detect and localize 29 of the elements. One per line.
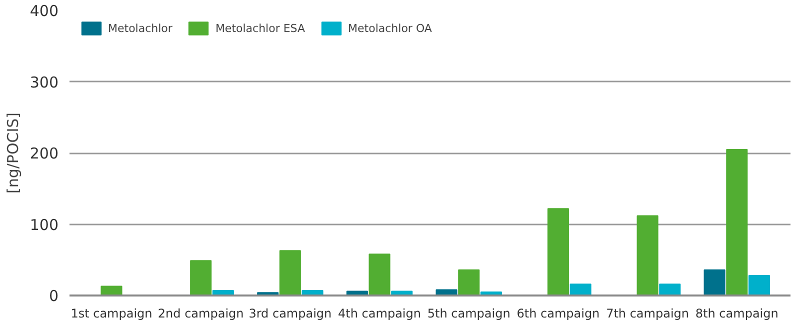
x-tick-label: 1st campaign [70, 306, 152, 320]
y-tick-label: 0 [48, 287, 59, 305]
x-tick-label: 8th campaign [695, 306, 778, 320]
x-tick-label: 5th campaign [427, 306, 510, 320]
legend-label: Metolachlor [108, 22, 172, 34]
x-tick-label: 4th campaign [338, 306, 421, 320]
x-tick-label: 3rd campaign [248, 306, 332, 320]
bar [368, 254, 390, 296]
y-axis-title: [ng/POCIS] [4, 112, 22, 194]
bar [279, 250, 301, 296]
y-tick-label: 300 [30, 73, 59, 92]
bar [748, 275, 770, 296]
bar [704, 269, 726, 296]
y-tick-label: 100 [30, 216, 59, 234]
bar [659, 284, 681, 296]
bar [100, 286, 122, 296]
x-tick-label: 6th campaign [516, 306, 600, 320]
x-tick-label: 2nd campaign [158, 306, 244, 320]
bar [570, 284, 592, 296]
legend-label: Metolachlor OA [348, 22, 432, 34]
y-tick-label: 400 [30, 2, 59, 20]
bar [547, 208, 569, 296]
bar [636, 215, 658, 296]
legend-label: Metolachlor ESA [215, 22, 306, 34]
y-tick-label: 200 [30, 144, 59, 162]
bar [190, 260, 212, 296]
bar [726, 148, 748, 296]
x-tick-label: 7th campaign [606, 306, 690, 320]
bar [458, 269, 480, 296]
